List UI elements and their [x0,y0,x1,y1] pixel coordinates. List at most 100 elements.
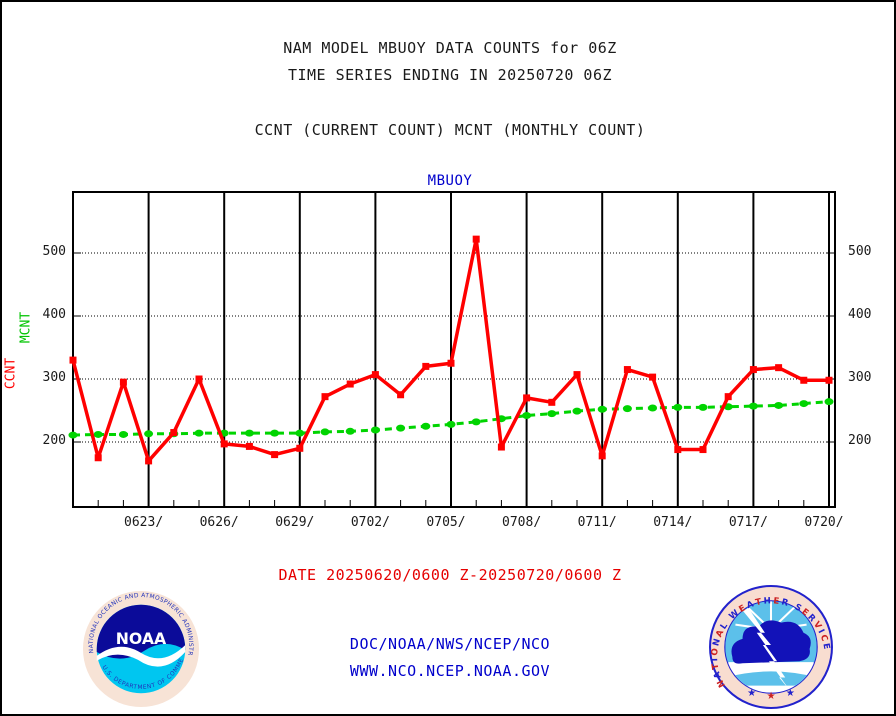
ccnt-marker [523,394,531,402]
svg-text:★: ★ [786,688,795,699]
noaa-seagull-icon [96,645,186,667]
y-tick-label-right: 400 [848,307,872,322]
y-tick-label-right: 200 [848,433,872,448]
mcnt-marker [622,405,632,413]
ccnt-marker [145,457,153,465]
mcnt-marker [144,430,154,438]
mcnt-marker [572,407,582,415]
ccnt-marker [170,429,178,437]
ccnt-marker [649,373,657,381]
ccnt-marker [397,391,405,399]
mcnt-marker [648,404,658,412]
ccnt-marker [472,235,480,243]
ccnt-marker [195,375,203,383]
mcnt-marker [194,429,204,437]
ccnt-marker [699,446,707,454]
y-tick-label-left: 400 [42,307,66,322]
ccnt-marker [724,393,732,401]
x-tick-label: 0717/ [728,515,768,530]
ccnt-marker [371,371,379,379]
mcnt-marker [446,420,456,428]
noaa-sky [96,604,186,659]
mcnt-marker [244,429,254,437]
chart-title-line2: TIME SERIES ENDING IN 20250720 06Z [287,66,613,84]
mcnt-marker [774,401,784,409]
ccnt-marker [271,451,279,459]
x-tick-label: 0714/ [653,515,693,530]
mcnt-marker [295,429,305,437]
ccnt-marker [245,442,253,450]
org-label: DOC/NOAA/NWS/NCEP/NCO [349,635,551,653]
mcnt-marker [824,398,834,406]
mcnt-marker [345,427,355,435]
x-tick-label: 0623/ [124,515,164,530]
y-tick-label-right: 500 [848,244,872,259]
ccnt-marker [220,440,228,448]
x-tick-label: 0711/ [577,515,617,530]
mcnt-marker [93,430,103,438]
noaa-wordmark: NOAA [116,629,167,648]
mcnt-marker [421,422,431,430]
mcnt-marker [698,403,708,411]
x-tick-label: 0702/ [350,515,390,530]
svg-text:★: ★ [766,691,775,702]
x-tick-label: 0708/ [502,515,542,530]
plot-border [72,191,836,508]
ccnt-marker [749,366,757,374]
ccnt-marker [119,378,127,386]
ccnt-marker [800,376,808,384]
ccnt-marker [346,380,354,388]
ccnt-marker [775,364,783,372]
ccnt-marker [447,359,455,367]
ccnt-marker [422,362,430,370]
mcnt-marker [547,410,557,418]
nws-stars: ★ ★ ★ [747,688,795,702]
plot-title: MBUOY [427,173,473,189]
svg-text:★: ★ [747,688,756,699]
nws-water [725,671,817,686]
ccnt-marker [674,446,682,454]
nws-cloud-icon [731,620,811,664]
ccnt-marker [69,356,77,364]
ccnt-marker [548,398,556,406]
ccnt-marker [296,444,304,452]
mcnt-marker [673,403,683,411]
ccnt-marker [94,454,102,462]
mcnt-marker [118,430,128,438]
ccnt-marker [623,366,631,374]
ccnt-marker [598,452,606,460]
y-tick-label-left: 300 [42,370,66,385]
noaa-logo: NOAA NATIONAL OCEANIC AND ATMOSPHERIC AD… [82,590,200,708]
ccnt-marker [321,393,329,401]
y-tick-label-left: 500 [42,244,66,259]
x-tick-label: 0626/ [199,515,239,530]
date-range-label: DATE 20250620/0600 Z-20250720/0600 Z [278,566,622,584]
mcnt-marker [597,405,607,413]
mcnt-marker [522,412,532,420]
nws-logo: ★ ★ ★ NATIONAL WEATHER SER VI C E [709,585,833,709]
x-tick-label: 0705/ [426,515,466,530]
nws-lightning-icon [742,608,790,690]
mcnt-marker [799,400,809,408]
mcnt-marker [68,431,78,439]
x-tick-label: 0629/ [275,515,315,530]
ccnt-marker [573,371,581,379]
ccnt-marker [497,443,505,451]
ccnt-marker [825,376,833,384]
x-tick-label: 0720/ [804,515,844,530]
mcnt-marker [270,429,280,437]
mcnt-marker [471,418,481,426]
nws-ring-text: NATIONAL WEATHER SER VI C E [710,596,830,689]
mcnt-marker [320,428,330,436]
chart-title-line1: NAM MODEL MBUOY DATA COUNTS for 06Z [283,39,617,57]
chart-subtitle: CCNT (CURRENT COUNT) MCNT (MONTHLY COUNT… [254,121,646,139]
url-label: WWW.NCO.NCEP.NOAA.GOV [349,662,551,680]
y-tick-label-left: 200 [42,433,66,448]
mcnt-marker [370,426,380,434]
y-tick-label-right: 300 [848,370,872,385]
mcnt-marker [748,402,758,410]
mcnt-marker [396,424,406,432]
